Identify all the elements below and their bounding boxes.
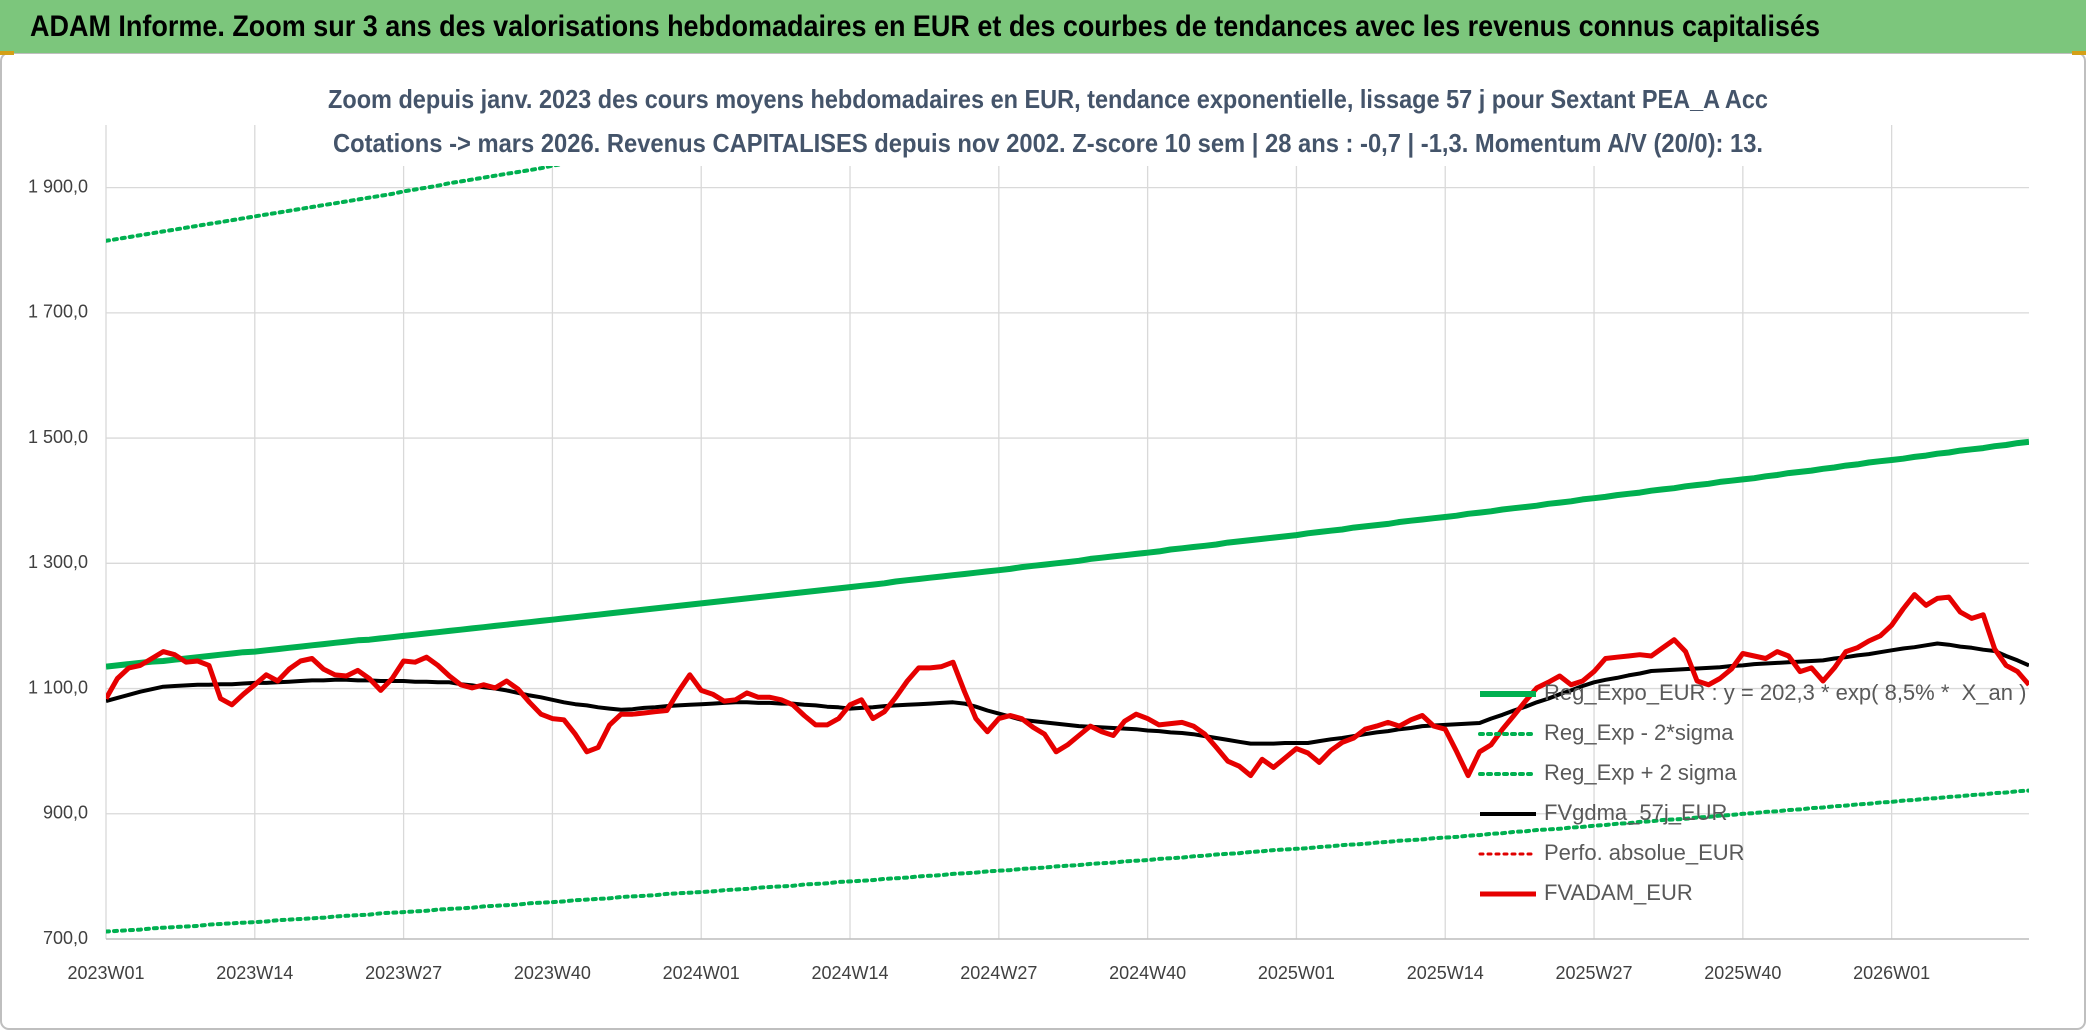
legend-label: Reg_Exp + 2 sigma (1544, 760, 1737, 785)
x-tick-label: 2025W14 (1407, 963, 1484, 983)
subtitle-box (320, 78, 1775, 166)
legend-label: Reg_Expo_EUR : y = 202,3 * exp( 8,5% * X… (1544, 680, 2026, 705)
x-tick-label: 2023W27 (365, 963, 442, 983)
x-tick-label: 2024W01 (663, 963, 740, 983)
legend-label: FVADAM_EUR (1544, 880, 1693, 905)
x-tick-label: 2026W01 (1853, 963, 1930, 983)
legend-label: FVgdma_57j_EUR (1544, 800, 1727, 825)
x-tick-label: 2024W27 (960, 963, 1037, 983)
y-tick-label: 900,0 (43, 803, 88, 823)
legend-label: Reg_Exp - 2*sigma (1544, 720, 1734, 745)
y-tick-label: 1 500,0 (28, 427, 88, 447)
banner-corner (0, 51, 14, 55)
series-line (106, 438, 2029, 670)
banner (0, 0, 2086, 53)
x-tick-label: 2025W01 (1258, 963, 1335, 983)
x-tick-label: 2023W40 (514, 963, 591, 983)
chart-subtitle: Cotations -> mars 2026. Revenus CAPITALI… (333, 128, 1763, 158)
x-tick-label: 2024W40 (1109, 963, 1186, 983)
series-line (106, 125, 798, 243)
banner-corner (2072, 51, 2086, 55)
series-line (106, 592, 2029, 779)
x-tick-label: 2024W14 (811, 963, 888, 983)
x-tick-label: 2023W01 (67, 963, 144, 983)
chart-subtitle: Zoom depuis janv. 2023 des cours moyens … (328, 84, 1768, 114)
y-tick-label: 700,0 (43, 928, 88, 948)
y-tick-label: 1 300,0 (28, 552, 88, 572)
overlay: 700,0 900,0 1 100,0 1 300,0 1 500,0 1 700,0 1 … (28, 78, 2026, 983)
banner-title: ADAM Informe. Zoom sur 3 ans des valoris… (30, 10, 1820, 43)
y-tick-label: 1 700,0 (28, 302, 88, 322)
series-line (106, 788, 2029, 934)
chart-frame (0, 52, 2086, 1030)
y-tick-label: 1 900,0 (28, 176, 88, 196)
x-tick-label: 2025W27 (1556, 963, 1633, 983)
plot-lines (106, 125, 2029, 934)
legend-label: Perfo. absolue_EUR (1544, 840, 1745, 865)
x-tick-label: 2023W14 (216, 963, 293, 983)
series-line (106, 641, 2029, 746)
x-tick-label: 2025W40 (1704, 963, 1781, 983)
y-tick-label: 1 100,0 (28, 677, 88, 697)
